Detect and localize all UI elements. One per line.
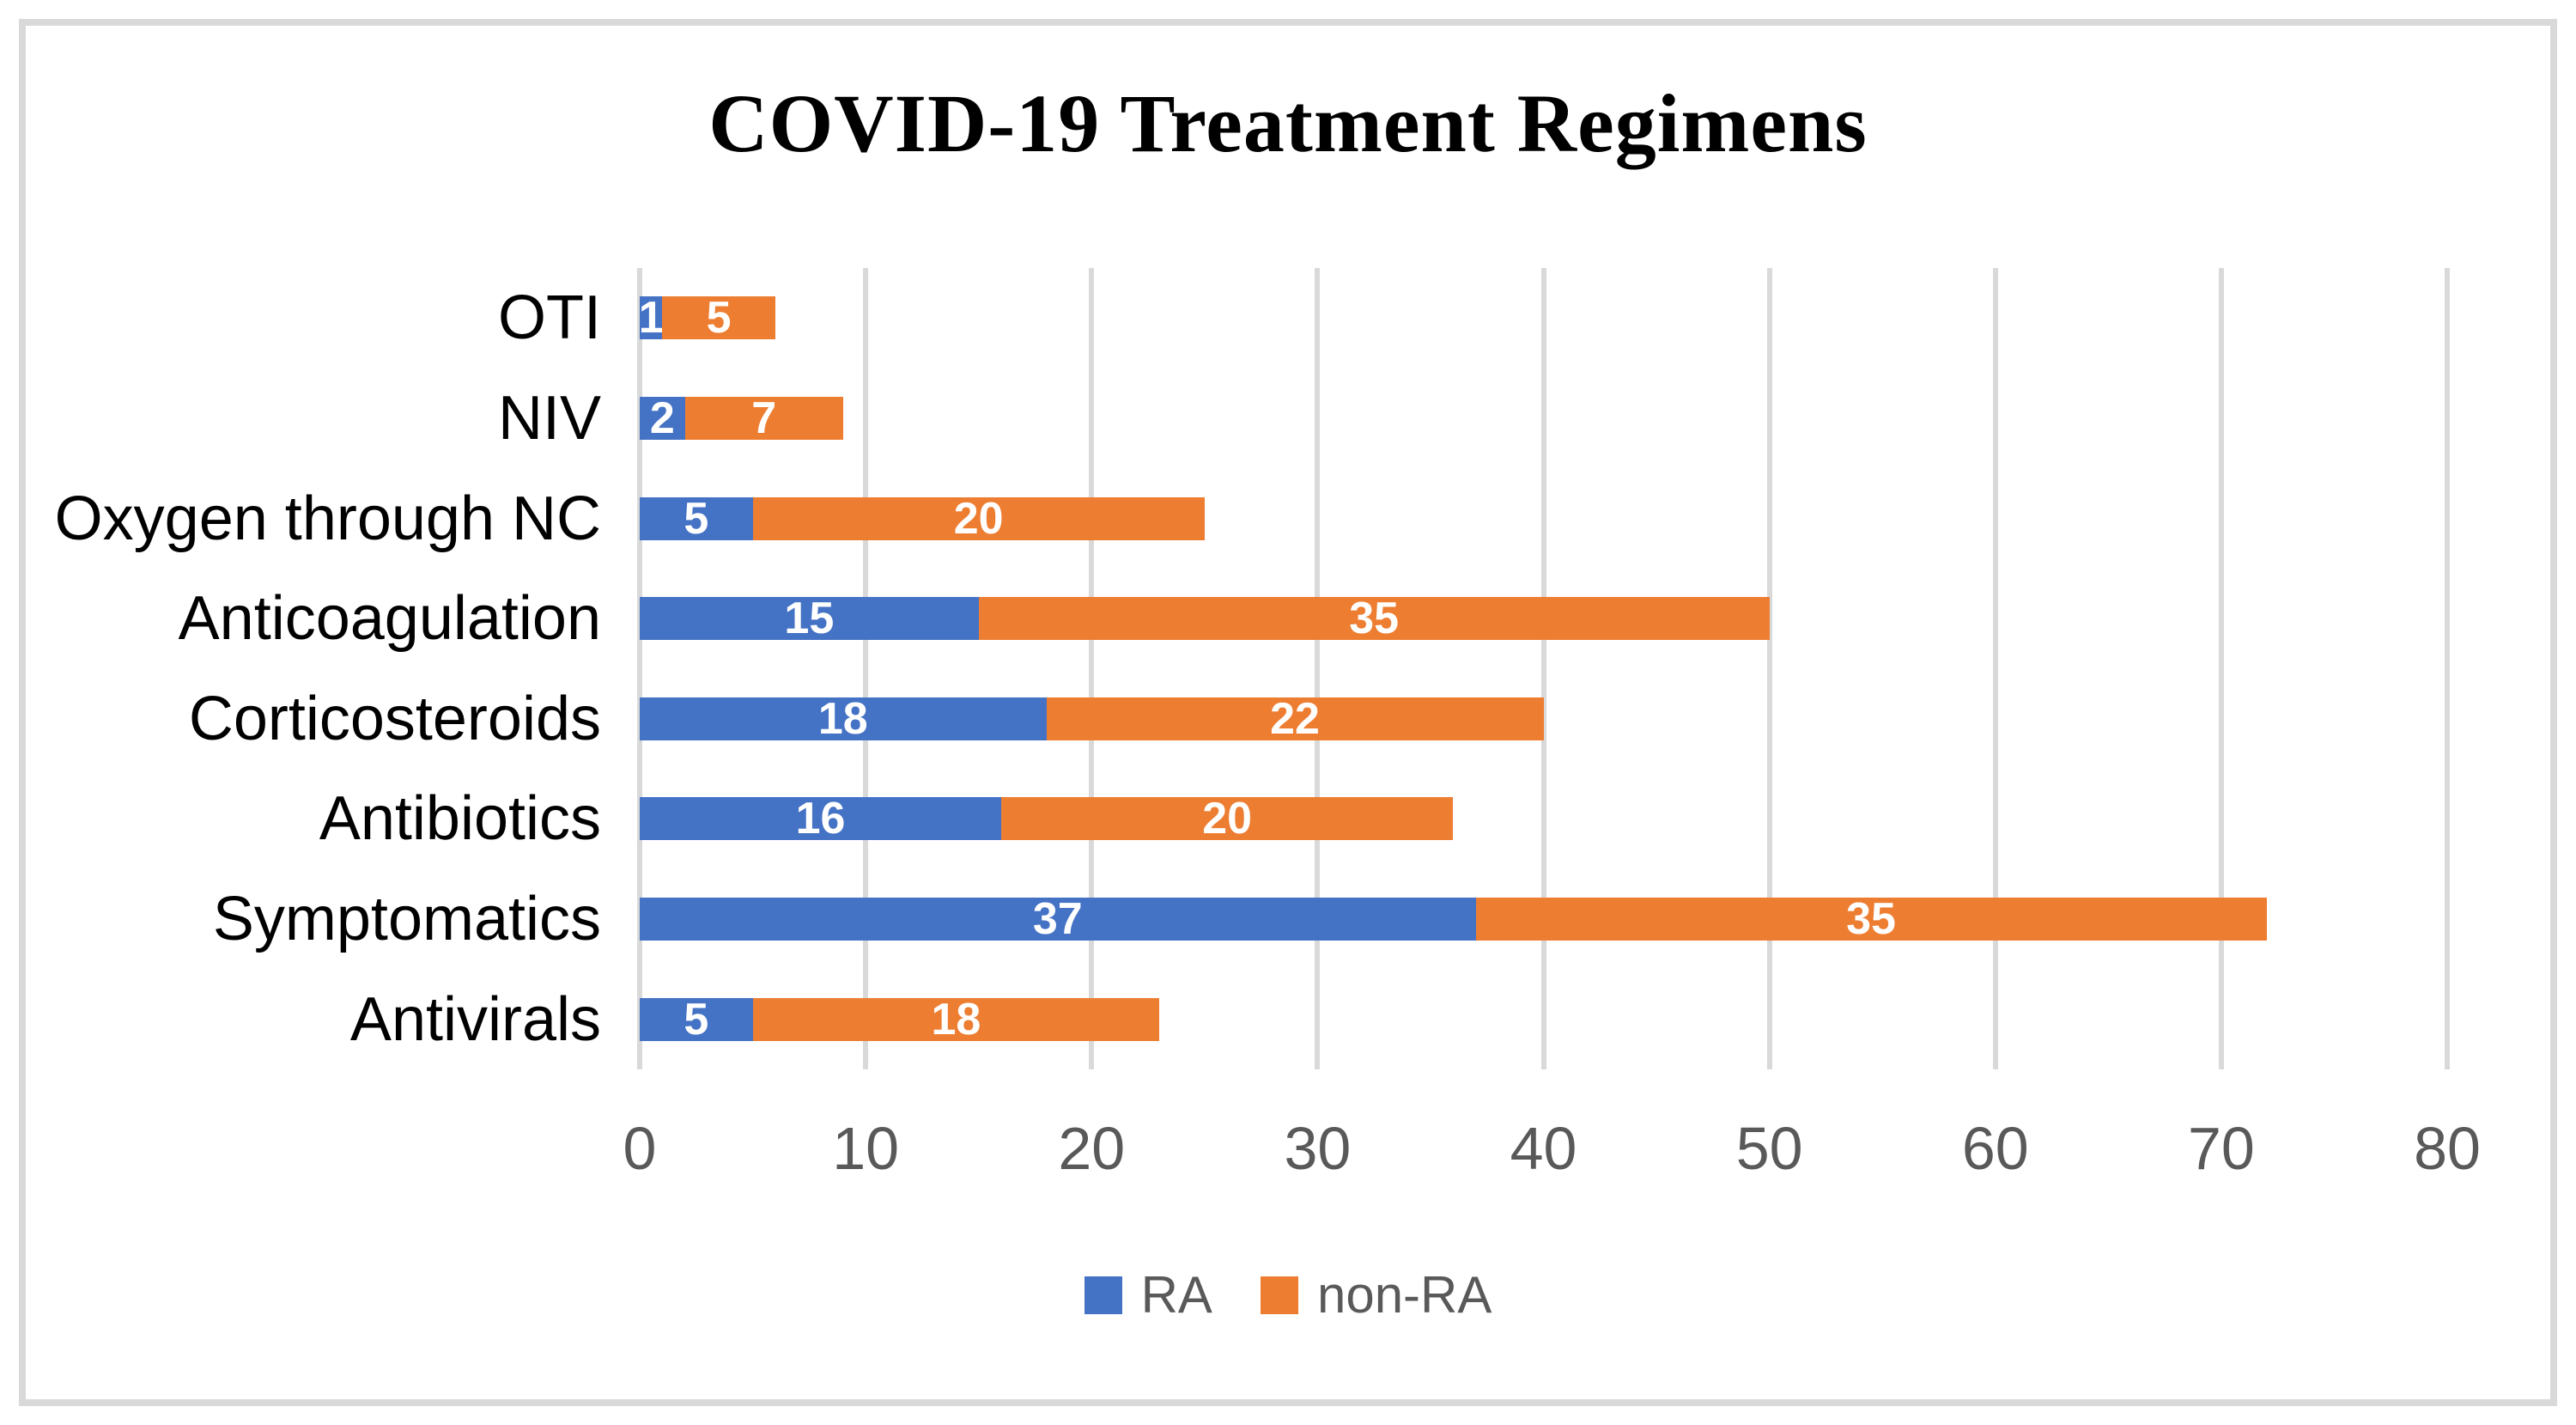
gridline-10 bbox=[863, 268, 869, 1069]
category-label-1: NIV bbox=[497, 383, 601, 453]
bar-value-label: 1 bbox=[638, 293, 664, 344]
bar-row-6: 37 35 bbox=[640, 894, 2267, 945]
gridline-60 bbox=[1992, 268, 1998, 1069]
bar-segment-non-ra: 20 bbox=[1001, 794, 1454, 844]
bar-segment-ra: 2 bbox=[640, 393, 685, 443]
bar-value-label: 18 bbox=[931, 994, 981, 1044]
bar-value-label: 5 bbox=[706, 293, 732, 344]
gridline-40 bbox=[1540, 268, 1546, 1069]
category-label-5: Antibiotics bbox=[319, 784, 601, 854]
gridline-20 bbox=[1089, 268, 1095, 1069]
x-tick-label-30: 30 bbox=[1284, 1115, 1352, 1182]
bar-value-label: 15 bbox=[784, 594, 835, 644]
x-tick-label-60: 60 bbox=[1961, 1115, 2029, 1182]
bar-segment-non-ra: 18 bbox=[752, 994, 1160, 1044]
bar-segment-ra: 1 bbox=[638, 293, 664, 344]
non-ra-legend-label: non-RA bbox=[1316, 1266, 1492, 1324]
x-tick-label-80: 80 bbox=[2414, 1115, 2481, 1182]
bar-segment-non-ra: 22 bbox=[1046, 693, 1544, 744]
gridline-70 bbox=[2218, 268, 2224, 1069]
bar-row-4: 18 22 bbox=[640, 693, 1544, 744]
bar-value-label: 2 bbox=[649, 393, 675, 443]
bar-value-label: 20 bbox=[953, 493, 1004, 544]
category-label-3: Anticoagulation bbox=[178, 584, 601, 654]
gridline-0 bbox=[637, 268, 642, 1069]
bar-segment-non-ra: 7 bbox=[684, 393, 843, 443]
bar-value-label: 22 bbox=[1270, 693, 1320, 744]
x-tick-label-70: 70 bbox=[2187, 1115, 2255, 1182]
gridline-50 bbox=[1766, 268, 1772, 1069]
bar-segment-ra: 16 bbox=[640, 794, 1001, 844]
category-label-6: Symptomatics bbox=[212, 885, 601, 954]
bar-row-3: 15 35 bbox=[640, 594, 1770, 644]
category-label-0: OTI bbox=[498, 283, 601, 353]
bar-value-label: 7 bbox=[751, 393, 777, 443]
plot-area: 1 5 2 7 5 20 15 35 18 22 16 20 37 35 5 18 bbox=[637, 268, 2450, 1069]
ra-legend-label: RA bbox=[1140, 1266, 1212, 1324]
gridline-80 bbox=[2445, 268, 2450, 1069]
x-tick-label-50: 50 bbox=[1735, 1115, 1803, 1182]
bar-value-label: 16 bbox=[795, 794, 846, 844]
category-label-7: Antivirals bbox=[349, 984, 601, 1054]
bar-segment-ra: 5 bbox=[640, 994, 753, 1044]
bar-segment-ra: 37 bbox=[640, 894, 1476, 945]
bar-segment-ra: 15 bbox=[640, 594, 979, 644]
bar-value-label: 18 bbox=[817, 693, 868, 744]
x-tick-label-40: 40 bbox=[1510, 1115, 1577, 1182]
bar-row-5: 16 20 bbox=[640, 794, 1454, 844]
legend: RA non-RA bbox=[0, 1270, 2576, 1321]
bar-row-2: 5 20 bbox=[640, 493, 1205, 544]
bar-value-label: 35 bbox=[1349, 594, 1400, 644]
bar-value-label: 35 bbox=[1846, 894, 1896, 945]
x-tick-label-20: 20 bbox=[1058, 1115, 1126, 1182]
ra-legend-swatch bbox=[1084, 1276, 1122, 1314]
legend-item-ra: RA bbox=[1084, 1270, 1212, 1321]
bar-value-label: 5 bbox=[683, 493, 709, 544]
legend-item-non-ra: non-RA bbox=[1260, 1266, 1492, 1324]
category-label-2: Oxygen through NC bbox=[54, 484, 601, 553]
non-ra-legend-swatch bbox=[1260, 1276, 1298, 1314]
bar-segment-non-ra: 35 bbox=[1475, 894, 2267, 945]
bar-segment-ra: 5 bbox=[640, 493, 753, 544]
x-tick-label-0: 0 bbox=[623, 1115, 657, 1182]
x-tick-label-10: 10 bbox=[832, 1115, 900, 1182]
gridline-30 bbox=[1315, 268, 1321, 1069]
bar-segment-non-ra: 35 bbox=[978, 594, 1770, 644]
bar-value-label: 20 bbox=[1202, 794, 1253, 844]
bar-segment-non-ra: 20 bbox=[752, 493, 1205, 544]
bar-value-label: 5 bbox=[683, 994, 709, 1044]
category-label-4: Corticosteroids bbox=[188, 684, 601, 753]
bar-value-label: 37 bbox=[1032, 894, 1083, 945]
bar-segment-ra: 18 bbox=[640, 693, 1047, 744]
bar-row-7: 5 18 bbox=[640, 994, 1160, 1044]
bar-segment-non-ra: 5 bbox=[662, 293, 775, 344]
chart-title: COVID-19 Treatment Regimens bbox=[708, 77, 1868, 169]
